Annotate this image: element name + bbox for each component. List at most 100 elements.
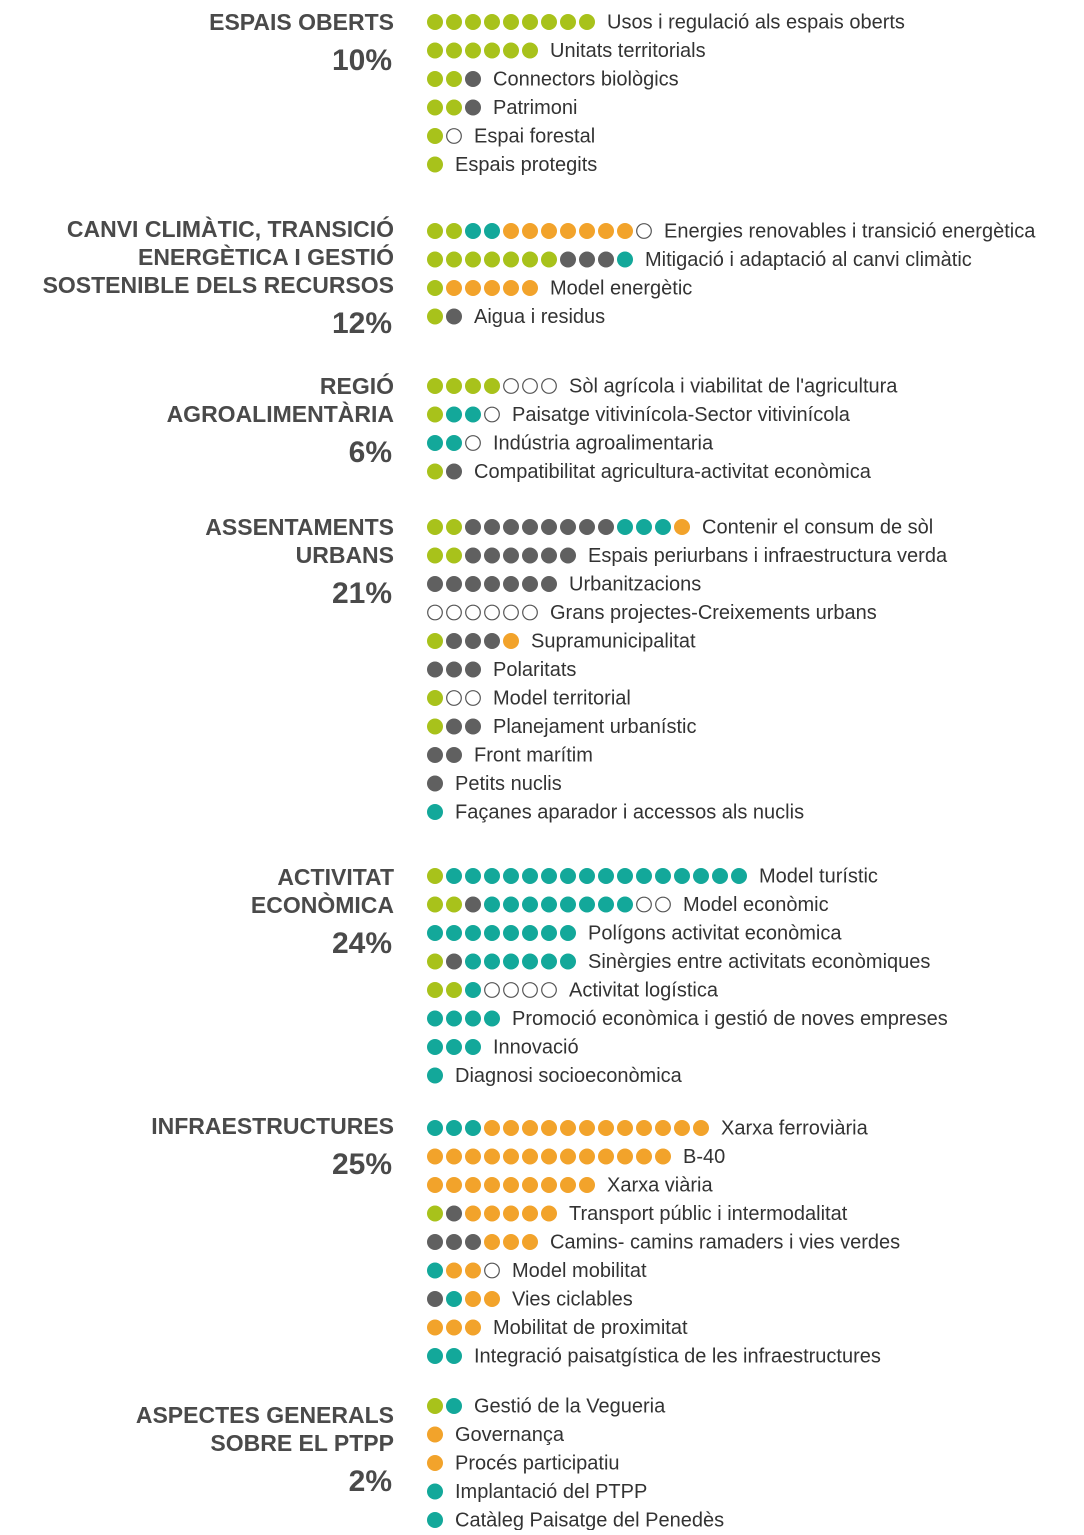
dot bbox=[541, 1120, 557, 1136]
dot bbox=[522, 896, 538, 913]
dot bbox=[598, 519, 614, 535]
section-title: ESPAIS OBERTS bbox=[209, 9, 394, 35]
dot bbox=[427, 896, 443, 913]
dot bbox=[427, 1426, 443, 1443]
dot bbox=[617, 1148, 633, 1165]
dot bbox=[465, 519, 481, 535]
dot bbox=[636, 223, 652, 239]
dot bbox=[503, 519, 519, 535]
dot bbox=[446, 280, 462, 296]
dot bbox=[598, 868, 614, 884]
dot bbox=[541, 982, 557, 998]
dot bbox=[427, 1205, 443, 1222]
dot bbox=[541, 576, 557, 592]
dot bbox=[484, 1205, 500, 1222]
item-label: Usos i regulació als espais oberts bbox=[607, 11, 905, 33]
dot bbox=[598, 1120, 614, 1136]
dot bbox=[522, 1120, 538, 1136]
dot bbox=[427, 1262, 443, 1279]
dot bbox=[446, 547, 462, 564]
dot bbox=[446, 1398, 462, 1414]
item-label: Procés participatiu bbox=[455, 1452, 620, 1474]
dot bbox=[503, 576, 519, 592]
dot bbox=[503, 280, 519, 296]
dot bbox=[427, 1039, 443, 1055]
dot bbox=[427, 718, 443, 735]
dot bbox=[655, 1148, 671, 1165]
item-label: Façanes aparador i accessos als nuclis bbox=[455, 801, 804, 823]
section-title: ENERGÈTICA I GESTIÓ bbox=[138, 243, 394, 270]
item-label: Espais periurbans i infraestructura verd… bbox=[588, 545, 948, 567]
dot bbox=[731, 868, 747, 884]
dot bbox=[560, 896, 576, 913]
item-label: Mitigació i adaptació al canvi climàtic bbox=[645, 249, 972, 271]
dot bbox=[484, 1262, 500, 1279]
dot bbox=[446, 953, 462, 970]
dot bbox=[484, 42, 500, 59]
dot bbox=[427, 1177, 443, 1193]
dot bbox=[427, 547, 443, 564]
dot bbox=[484, 1234, 500, 1250]
item-label: Model energètic bbox=[550, 277, 692, 299]
dot bbox=[427, 868, 443, 884]
dot bbox=[503, 604, 519, 621]
dot bbox=[560, 1148, 576, 1165]
dot bbox=[503, 547, 519, 564]
dot bbox=[503, 925, 519, 941]
dot bbox=[427, 747, 443, 763]
dot bbox=[541, 1177, 557, 1193]
dot bbox=[465, 925, 481, 941]
dot bbox=[446, 519, 462, 535]
dot bbox=[465, 633, 481, 649]
dot bbox=[522, 1148, 538, 1165]
dot bbox=[465, 280, 481, 296]
dot bbox=[674, 519, 690, 535]
section-title: INFRAESTRUCTURES bbox=[151, 1113, 394, 1139]
dot bbox=[541, 223, 557, 239]
dot bbox=[484, 1148, 500, 1165]
dot bbox=[465, 378, 481, 394]
dot bbox=[503, 1177, 519, 1193]
dot bbox=[427, 982, 443, 998]
item-label: Promoció econòmica i gestió de noves emp… bbox=[512, 1008, 948, 1030]
dot bbox=[427, 1398, 443, 1414]
dot bbox=[446, 661, 462, 678]
dot bbox=[636, 868, 652, 884]
dot bbox=[522, 1177, 538, 1193]
dot bbox=[541, 1148, 557, 1165]
dot bbox=[503, 1205, 519, 1222]
dot bbox=[484, 1177, 500, 1193]
dot bbox=[465, 1010, 481, 1027]
section-title: ACTIVITAT bbox=[277, 864, 394, 890]
dot bbox=[522, 604, 538, 621]
dot bbox=[522, 378, 538, 394]
dot bbox=[484, 519, 500, 535]
dot bbox=[522, 982, 538, 998]
dot bbox=[636, 519, 652, 535]
dot bbox=[427, 463, 443, 480]
dot bbox=[522, 14, 538, 30]
dot bbox=[427, 633, 443, 649]
dot bbox=[484, 576, 500, 592]
dot bbox=[503, 223, 519, 239]
dot bbox=[579, 868, 595, 884]
dot bbox=[560, 953, 576, 970]
dot bbox=[446, 1291, 462, 1307]
section-share: 10% bbox=[332, 44, 392, 77]
section-title: REGIÓ bbox=[320, 372, 394, 399]
dot bbox=[427, 690, 443, 706]
section-share: 25% bbox=[332, 1148, 392, 1181]
dot bbox=[522, 280, 538, 296]
dot bbox=[712, 868, 728, 884]
dot bbox=[674, 868, 690, 884]
dot bbox=[465, 1177, 481, 1193]
dot bbox=[484, 223, 500, 239]
item-label: Contenir el consum de sòl bbox=[702, 516, 933, 538]
dot bbox=[446, 251, 462, 268]
dot bbox=[446, 1262, 462, 1279]
dot bbox=[446, 1148, 462, 1165]
item-label: Integració paisatgística de les infraest… bbox=[474, 1345, 881, 1367]
dot bbox=[541, 251, 557, 268]
dot bbox=[484, 14, 500, 30]
dot bbox=[427, 1455, 443, 1471]
